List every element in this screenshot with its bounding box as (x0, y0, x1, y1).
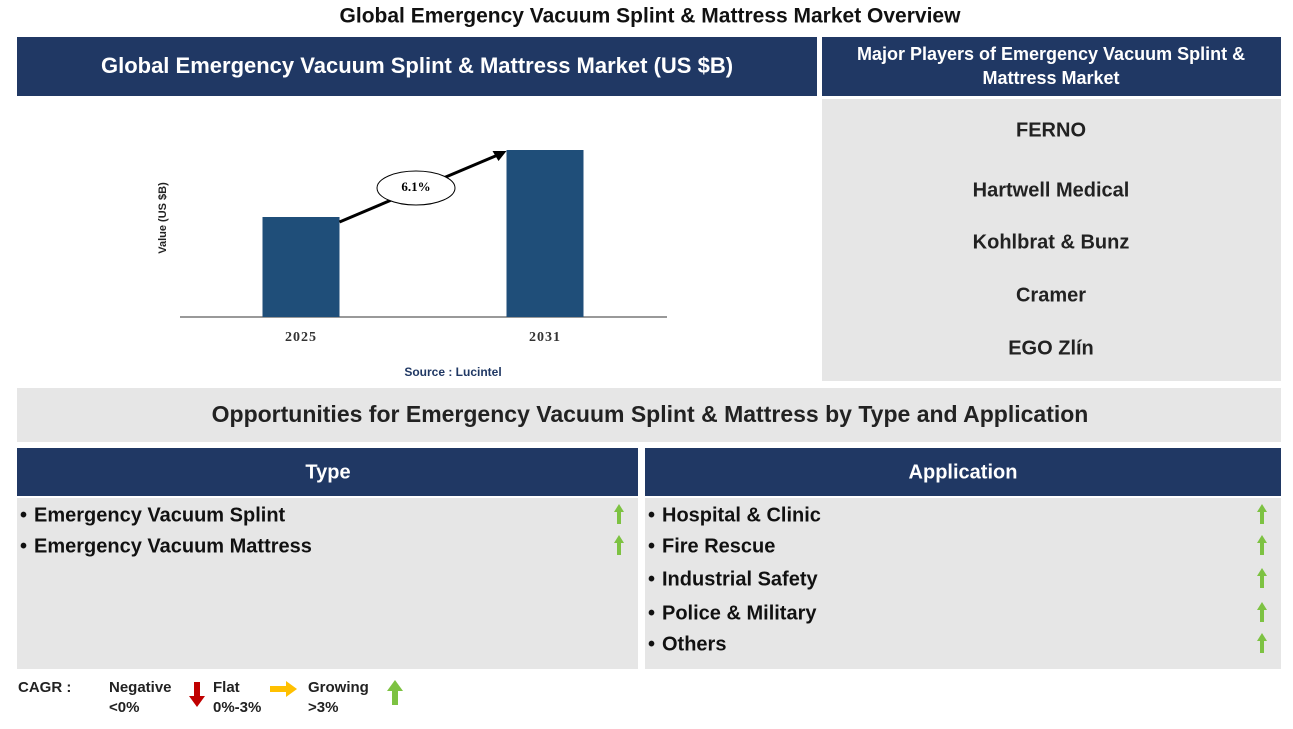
application-item: Others (662, 633, 726, 655)
cagr-bubble (376, 170, 456, 206)
chart-heading: Global Emergency Vacuum Splint & Mattres… (101, 53, 733, 78)
bar (506, 150, 584, 317)
source: Source : Lucintel (404, 365, 501, 379)
player: FERNO (1016, 119, 1086, 141)
growth-arrow (614, 535, 624, 555)
growth-arrow (1257, 602, 1267, 622)
x-tick-label: 2031 (529, 330, 561, 345)
chart-header (17, 37, 817, 96)
players-heading-line: Major Players of Emergency Vacuum Splint… (857, 44, 1245, 64)
growth-arrow (1257, 633, 1267, 653)
y-axis-label: Value (US $B) (157, 182, 169, 254)
application-item: Industrial Safety (662, 568, 818, 590)
legend-label: CAGR : (18, 679, 71, 696)
players-heading: Major Players of Emergency Vacuum Splint… (857, 44, 1245, 88)
players-heading-line: Mattress Market (982, 68, 1119, 88)
application-header (645, 448, 1281, 496)
bar (262, 217, 340, 317)
opportunities-band (17, 388, 1281, 442)
page-title: Global Emergency Vacuum Splint & Mattres… (340, 5, 962, 28)
bullet: • (648, 568, 655, 590)
bullet: • (20, 535, 27, 557)
bullet: • (648, 602, 655, 624)
application-panel (645, 498, 1281, 669)
legend-range: 0%-3% (213, 699, 261, 716)
cagr-label: 6.1% (401, 179, 430, 194)
growth-arrow (614, 504, 624, 524)
opportunities-heading: Opportunities for Emergency Vacuum Splin… (212, 401, 1089, 427)
bullet: • (20, 504, 27, 526)
trend-arrowhead (492, 151, 507, 161)
flat-arrow (270, 681, 297, 697)
application-item: Fire Rescue (662, 535, 775, 557)
legend-range: <0% (109, 699, 139, 716)
bullet: • (648, 633, 655, 655)
application-heading: Application (909, 461, 1018, 483)
type-panel (17, 498, 638, 669)
x-tick-label: 2025 (285, 330, 317, 345)
legend-range: >3% (308, 699, 338, 716)
bullet: • (648, 504, 655, 526)
player: EGO Zlín (1008, 337, 1094, 359)
growing-arrow (387, 680, 403, 705)
player: Kohlbrat & Bunz (973, 231, 1130, 253)
players-header (822, 37, 1281, 96)
growth-arrow (1257, 535, 1267, 555)
type-item: Emergency Vacuum Splint (34, 504, 286, 526)
player: Hartwell Medical (973, 179, 1130, 201)
application-item: Police & Military (662, 602, 817, 624)
players-panel (822, 99, 1281, 381)
bullet: • (648, 535, 655, 557)
legend-name: Negative (109, 679, 172, 696)
growth-arrow (1257, 504, 1267, 524)
legend-name: Growing (308, 679, 369, 696)
type-heading: Type (305, 461, 350, 483)
growth-arrow (1257, 568, 1267, 588)
type-header (17, 448, 638, 496)
player: Cramer (1016, 284, 1086, 306)
type-item: Emergency Vacuum Mattress (34, 535, 312, 557)
legend-name: Flat (213, 679, 240, 696)
negative-arrow (189, 682, 205, 707)
application-item: Hospital & Clinic (662, 504, 821, 526)
